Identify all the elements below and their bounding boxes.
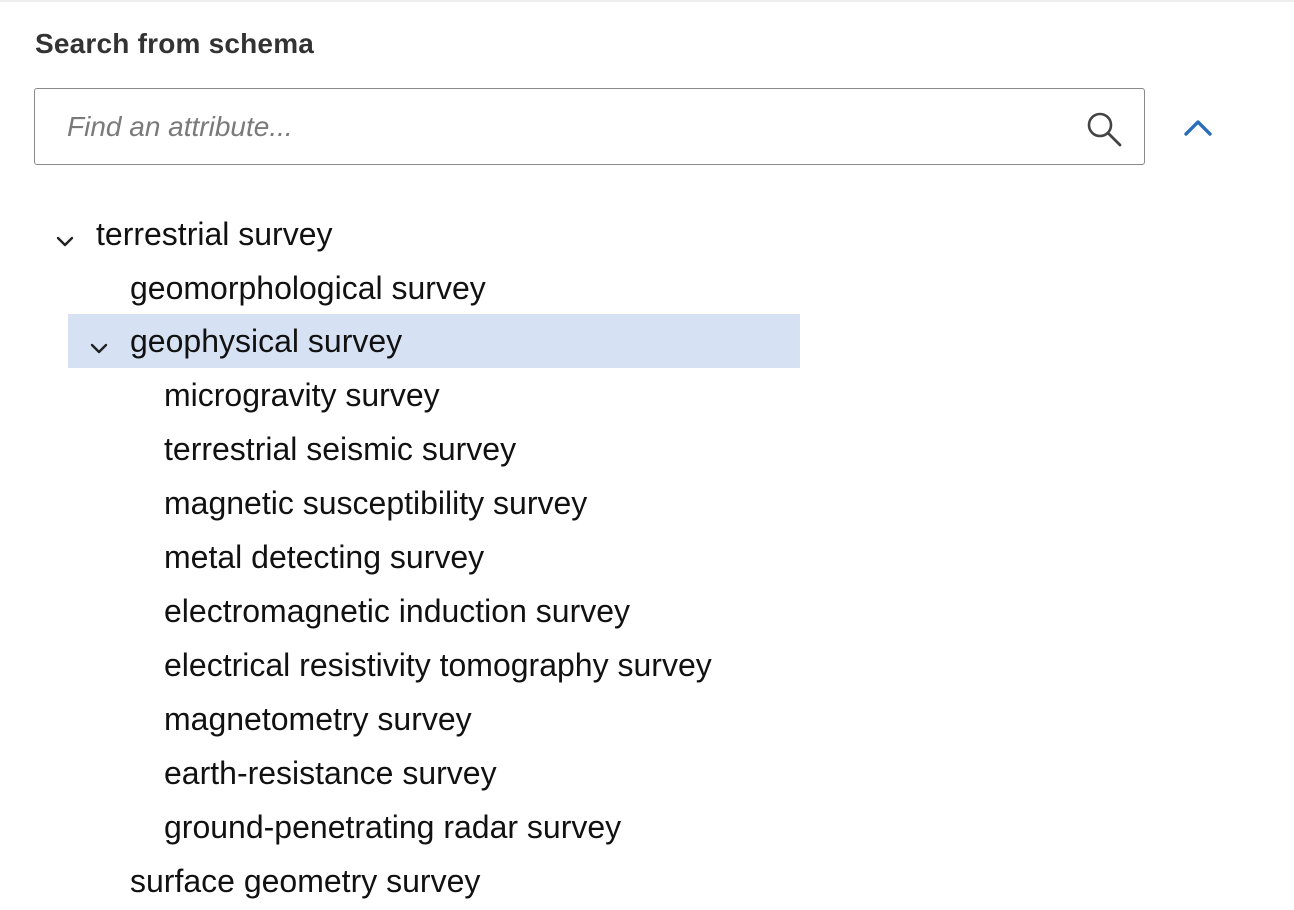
tree-node-label: geophysical survey: [130, 322, 403, 359]
tree-node-geomorphological-survey[interactable]: geomorphological survey: [68, 261, 800, 315]
search-field[interactable]: [34, 88, 1145, 165]
chevron-down-icon[interactable]: [88, 330, 110, 354]
tree-node-label: electromagnetic induction survey: [164, 592, 631, 629]
chevron-down-icon[interactable]: [54, 223, 76, 247]
tree-node-geophysical-survey[interactable]: geophysical survey: [68, 314, 800, 368]
tree-node-magnetometry-survey[interactable]: magnetometry survey: [102, 692, 800, 746]
tree-node-label: surface geometry survey: [130, 862, 481, 899]
tree-node-ground-penetrating-radar-survey[interactable]: ground-penetrating radar survey: [102, 800, 800, 854]
tree-node-microgravity-survey[interactable]: microgravity survey: [102, 368, 800, 422]
tree-node-terrestrial-seismic-survey[interactable]: terrestrial seismic survey: [102, 422, 800, 476]
tree-node-label: geomorphological survey: [130, 269, 486, 306]
tree-node-label: magnetic susceptibility survey: [164, 484, 588, 521]
tree-node-label: metal detecting survey: [164, 538, 485, 575]
tree-node-label: electrical resistivity tomography survey: [164, 646, 712, 683]
tree-node-label: magnetometry survey: [164, 700, 472, 737]
panel-heading: Search from schema: [35, 28, 315, 59]
tree-node-electrical-resistivity-tomography-survey[interactable]: electrical resistivity tomography survey: [102, 638, 800, 692]
tree-node-label: terrestrial seismic survey: [164, 430, 517, 467]
tree-node-metal-detecting-survey[interactable]: metal detecting survey: [102, 530, 800, 584]
tree-node-label: ground-penetrating radar survey: [164, 808, 622, 845]
tree-node-electromagnetic-induction-survey[interactable]: electromagnetic induction survey: [102, 584, 800, 638]
tree-node-magnetic-susceptibility-survey[interactable]: magnetic susceptibility survey: [102, 476, 800, 530]
search-icon[interactable]: [1084, 109, 1124, 149]
chevron-up-icon[interactable]: [1178, 110, 1218, 144]
tree-node-label: earth-resistance survey: [164, 754, 497, 791]
tree-node-earth-resistance-survey[interactable]: earth-resistance survey: [102, 746, 800, 800]
tree-node-surface-geometry-survey[interactable]: surface geometry survey: [68, 854, 800, 908]
search-input[interactable]: [67, 107, 1057, 147]
top-divider: [0, 0, 1294, 2]
tree-node-label: microgravity survey: [164, 376, 440, 413]
tree-node-label: terrestrial survey: [96, 215, 333, 252]
tree-node-terrestrial-survey[interactable]: terrestrial survey: [34, 207, 800, 261]
